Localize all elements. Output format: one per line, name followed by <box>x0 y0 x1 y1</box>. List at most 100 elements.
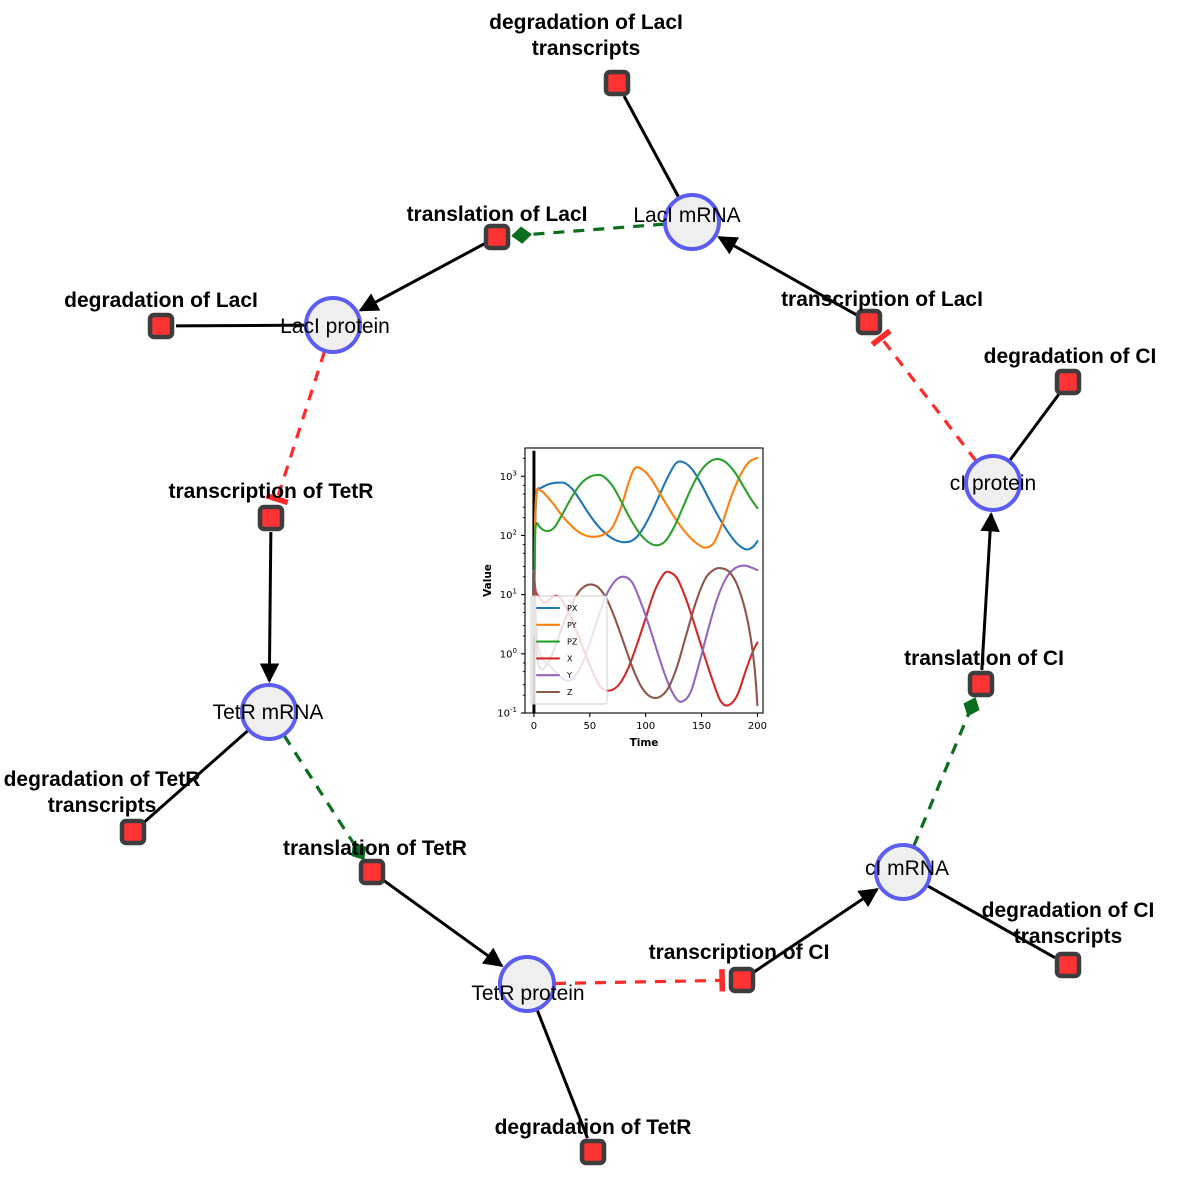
x-tick-label: 100 <box>636 721 655 732</box>
x-tick-label: 50 <box>583 721 596 732</box>
reaction-node-transcription_of_ci[interactable] <box>728 966 756 994</box>
edge-reactant <box>535 1009 589 1139</box>
series-line-PY <box>532 456 759 632</box>
edge-layer <box>143 95 1061 1139</box>
species-glyph <box>964 454 1022 512</box>
reaction-glyph <box>147 312 175 340</box>
x-tick-label: 200 <box>748 721 767 732</box>
y-tick-label: 100 <box>500 647 517 661</box>
edge-inhibition <box>265 351 326 506</box>
edge-inhibition <box>554 969 726 992</box>
reaction-glyph <box>358 858 386 886</box>
legend-box <box>530 595 608 705</box>
y-tick-label: 102 <box>500 529 517 543</box>
species-glyph <box>663 193 721 251</box>
edge-reactant <box>622 95 681 199</box>
plot-legend: PX PY PZ XYZ <box>530 595 608 705</box>
edge-reactant <box>143 729 249 824</box>
reaction-glyph <box>728 966 756 994</box>
reaction-label-transcription_of_laci: transcription of LacI <box>781 288 983 311</box>
reaction-glyph <box>579 1138 607 1166</box>
reaction-node-deg_laci[interactable] <box>147 312 175 340</box>
reaction-node-deg_laci_transcripts[interactable] <box>603 69 631 97</box>
reaction-node-deg_tetr[interactable] <box>579 1138 607 1166</box>
reaction-glyph <box>119 818 147 846</box>
edge-modifier <box>282 734 366 861</box>
species-label-laci_mrna: LacI mRNA <box>633 204 740 227</box>
species-node-laci_mrna[interactable] <box>663 193 721 251</box>
edge-reactant <box>926 884 1056 959</box>
species-node-ci_mrna[interactable] <box>874 843 932 901</box>
reaction-glyph <box>1054 368 1082 396</box>
reaction-node-deg_tetr_transcripts[interactable] <box>119 818 147 846</box>
edge-modifier <box>912 697 980 847</box>
legend-label-PY: PY <box>567 621 577 630</box>
reaction-label-transcription_of_ci: transcription of CI <box>649 941 830 964</box>
legend-label-PZ: PZ <box>567 638 578 647</box>
reaction-glyph <box>483 223 511 251</box>
species-glyph <box>240 683 298 741</box>
species-glyph <box>874 843 932 901</box>
reaction-glyph <box>603 69 631 97</box>
reaction-label-translation_of_laci: translation of LacI <box>407 203 588 226</box>
legend-label-Y: Y <box>566 671 572 680</box>
reaction-label-transcription_of_tetr: transcription of TetR <box>169 480 374 503</box>
reaction-node-deg_ci_transcripts[interactable] <box>1054 951 1082 979</box>
reaction-label-deg_tetr: degradation of TetR <box>495 1116 692 1139</box>
legend-label-PX: PX <box>567 604 578 613</box>
species-node-laci_protein[interactable] <box>304 296 362 354</box>
timecourse-plot: 10-1 100 101 102 103 0 50 100 150 200 Time Value PX P… <box>478 441 770 751</box>
reaction-glyph <box>257 504 285 532</box>
x-tick-label: 150 <box>692 721 711 732</box>
series-line-PZ <box>532 457 759 638</box>
species-node-tetr_protein[interactable] <box>498 955 556 1013</box>
reaction-node-translation_of_tetr[interactable] <box>358 858 386 886</box>
series-line-PX <box>532 460 759 632</box>
edge-reactant <box>980 511 1000 671</box>
species-label-ci_protein: cI protein <box>950 472 1036 495</box>
species-node-tetr_mrna[interactable] <box>240 683 298 741</box>
species-label-ci_mrna: cI mRNA <box>865 857 949 880</box>
reaction-node-transcription_of_tetr[interactable] <box>257 504 285 532</box>
reaction-node-transcription_of_laci[interactable] <box>855 308 883 336</box>
edge-reactant <box>259 531 280 683</box>
species-label-laci_protein: LacI protein <box>280 315 390 338</box>
legend-label-X: X <box>567 654 573 663</box>
x-axis-title: Time <box>630 737 659 749</box>
y-tick-label: 10-1 <box>497 706 517 720</box>
reaction-label-deg_laci: degradation of LacI <box>64 289 258 312</box>
species-glyph <box>304 296 362 354</box>
edge-reactant <box>382 878 504 968</box>
species-label-tetr_protein: TetR protein <box>471 982 584 1005</box>
reaction-label-deg_laci_transcripts: transcripts <box>532 37 641 60</box>
reaction-label-deg_tetr_transcripts: degradation of TetR <box>4 768 201 791</box>
reaction-label-deg_ci_transcripts: transcripts <box>1014 925 1123 948</box>
reaction-label-deg_laci_transcripts: degradation of LacI <box>489 11 683 34</box>
edge-reactant <box>752 888 879 974</box>
reaction-glyph <box>855 308 883 336</box>
reaction-node-translation_of_laci[interactable] <box>483 223 511 251</box>
y-axis-title: Value <box>482 564 494 597</box>
reaction-label-deg_ci: degradation of CI <box>984 345 1157 368</box>
reaction-node-deg_ci[interactable] <box>1054 368 1082 396</box>
edge-reactant <box>1008 393 1061 462</box>
reaction-glyph <box>967 670 995 698</box>
edge-reactant <box>717 235 858 317</box>
reaction-label-translation_of_tetr: translation of TetR <box>283 837 467 860</box>
edge-reactant <box>175 323 306 328</box>
node-layer <box>119 69 1082 1166</box>
reaction-node-translation_of_ci[interactable] <box>967 670 995 698</box>
species-node-ci_protein[interactable] <box>964 454 1022 512</box>
reaction-label-translation_of_ci: translation of CI <box>904 647 1064 670</box>
legend-label-Z: Z <box>567 688 573 697</box>
y-tick-label: 103 <box>500 469 517 483</box>
label-layer: degradation of LacI transcripts translatio… <box>4 11 1157 1139</box>
reaction-glyph <box>1054 951 1082 979</box>
reaction-label-deg_tetr_transcripts: transcripts <box>48 794 157 817</box>
reaction-label-deg_ci_transcripts: degradation of CI <box>982 899 1155 922</box>
species-label-tetr_mrna: TetR mRNA <box>213 701 324 724</box>
species-glyph <box>498 955 556 1013</box>
y-tick-label: 101 <box>500 588 517 602</box>
